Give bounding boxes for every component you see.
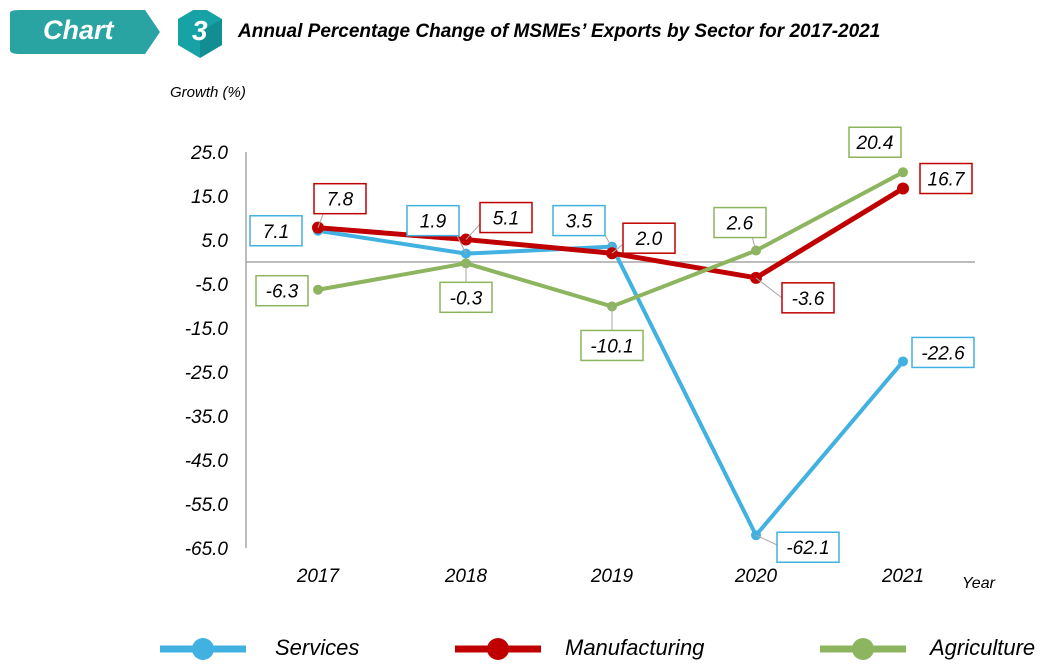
data-label-box [313,182,367,215]
data-point-services [461,248,471,259]
y-tick-label: -15.0 [185,319,229,340]
legend-item-agriculture: Agriculture [820,630,1035,666]
legend: Services Manufacturing Agriculture [0,630,1059,666]
y-tick-label: 15.0 [191,187,228,208]
legend-label: Manufacturing [565,635,705,660]
y-tick-label: -35.0 [185,407,229,428]
leader-line [755,277,783,299]
data-label-box [919,162,973,195]
data-label: -6.3 [266,282,299,303]
data-point-agriculture [898,167,908,178]
chart-tag-label: Chart [43,15,114,45]
data-label-box [406,204,460,237]
data-label-box [911,336,975,369]
legend-marker-icon [455,638,541,660]
data-label: 7.8 [327,190,354,211]
data-label-box [776,531,840,563]
y-tick-label: -45.0 [185,451,229,472]
chart-title: Annual Percentage Change of MSMEs’ Expor… [238,21,881,42]
x-axis-label: Year [962,575,996,592]
data-label: 5.1 [493,209,519,230]
legend-item-manufacturing: Manufacturing [455,630,704,666]
chart-tag-shape [10,10,222,58]
data-point-services [898,356,908,367]
chart-number: 3 [192,15,208,46]
x-tick-label: 2019 [590,566,634,587]
data-label: 3.5 [566,212,593,233]
legend-label: Services [275,635,360,660]
data-label: -10.1 [590,336,633,357]
data-label-box [255,274,309,307]
data-label: -62.1 [786,538,829,559]
data-label-box [249,215,303,247]
x-tick-label: 2018 [444,566,488,587]
data-point-manufacturing [606,247,618,260]
series-line-services [317,228,905,538]
data-label-box [580,329,644,362]
x-tick-label: 2021 [881,566,924,587]
legend-marker-icon [160,638,246,660]
legend-label: Agriculture [930,635,1036,660]
data-label: 2.6 [726,214,754,235]
data-label-box [781,282,835,314]
series-line-manufacturing [317,186,905,281]
data-label: 7.1 [263,222,289,243]
data-label: -3.6 [792,289,825,310]
data-label-box [713,206,767,239]
y-tick-label: -25.0 [185,363,229,384]
data-label-box [848,126,902,158]
y-tick-label: -5.0 [195,275,228,296]
y-tick-label: -55.0 [185,495,229,516]
y-axis-label: Growth (%) [170,84,246,101]
x-tick-label: 2020 [734,566,778,587]
y-tick-label: 25.0 [190,143,228,164]
chart-header: Chart 3 Annual Percentage Change of MSME… [0,0,1059,70]
legend-marker-icon [820,638,906,660]
x-tick-label: 2017 [296,566,341,587]
data-label-box [439,281,493,314]
data-label: 1.9 [420,212,447,233]
y-tick-label: -65.0 [185,539,229,560]
legend-item-services: Services [160,630,359,666]
data-point-manufacturing [897,182,909,195]
data-point-agriculture [313,284,323,295]
data-label-box [552,204,606,237]
data-label: 2.0 [635,229,663,250]
data-label: 16.7 [928,170,966,191]
y-tick-label: 5.0 [202,231,229,252]
data-label: -22.6 [921,343,965,364]
data-label-box [479,201,533,234]
data-label-box [622,222,676,254]
data-label: -0.3 [450,288,483,309]
data-label: 20.4 [856,133,894,154]
